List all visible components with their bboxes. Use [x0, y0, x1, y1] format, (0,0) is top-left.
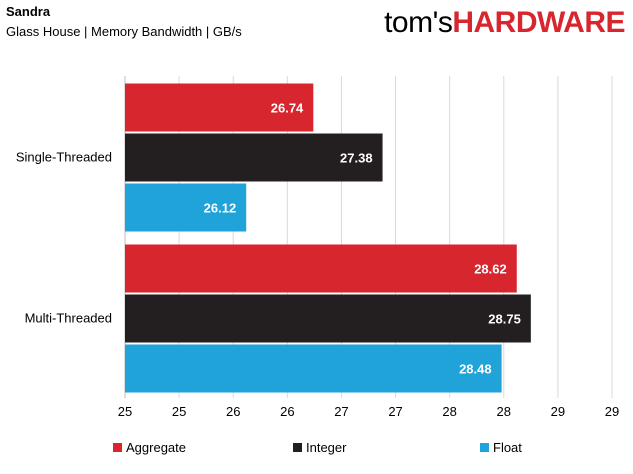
legend-label: Float — [493, 440, 522, 455]
x-tick-label: 26 — [226, 404, 240, 419]
x-tick-label: 29 — [605, 404, 619, 419]
category-label: Single-Threaded — [16, 150, 112, 165]
category-label: Multi-Threaded — [25, 311, 112, 326]
bar-float — [125, 183, 247, 232]
logo-text-hardware: HARDWARE — [452, 6, 625, 39]
logo-text-toms: tom's — [384, 6, 453, 39]
legend-item-integer: Integer — [293, 440, 346, 455]
data-label: 28.48 — [459, 362, 492, 377]
data-label: 26.74 — [271, 101, 304, 116]
data-label: 28.62 — [474, 262, 507, 277]
chart-legend: Aggregate Integer Float — [0, 440, 633, 460]
legend-swatch — [480, 443, 489, 452]
legend-label: Integer — [306, 440, 347, 455]
x-tick-label: 29 — [551, 404, 565, 419]
legend-swatch — [113, 443, 122, 452]
data-label: 26.12 — [204, 201, 237, 216]
chart-subtitle: Glass House | Memory Bandwidth | GB/s — [6, 24, 242, 39]
chart-title: Sandra — [6, 4, 51, 19]
x-tick-label: 28 — [497, 404, 511, 419]
bar-integer — [125, 133, 383, 182]
bar-float — [125, 344, 502, 393]
x-tick-label: 28 — [442, 404, 456, 419]
legend-label: Aggregate — [126, 440, 186, 455]
data-label: 28.75 — [488, 312, 521, 327]
data-label: 27.38 — [340, 151, 373, 166]
x-tick-label: 26 — [280, 404, 294, 419]
x-tick-label: 25 — [172, 404, 186, 419]
bar-integer — [125, 294, 531, 343]
legend-item-float: Float — [480, 440, 522, 455]
x-tick-label: 27 — [388, 404, 402, 419]
legend-item-aggregate: Aggregate — [113, 440, 186, 455]
x-tick-label: 27 — [334, 404, 348, 419]
x-tick-label: 25 — [118, 404, 132, 419]
bar-aggregate — [125, 244, 517, 293]
bar-aggregate — [125, 83, 314, 132]
legend-swatch — [293, 443, 302, 452]
toms-hardware-logo: tom'sHARDWARE — [384, 6, 625, 40]
